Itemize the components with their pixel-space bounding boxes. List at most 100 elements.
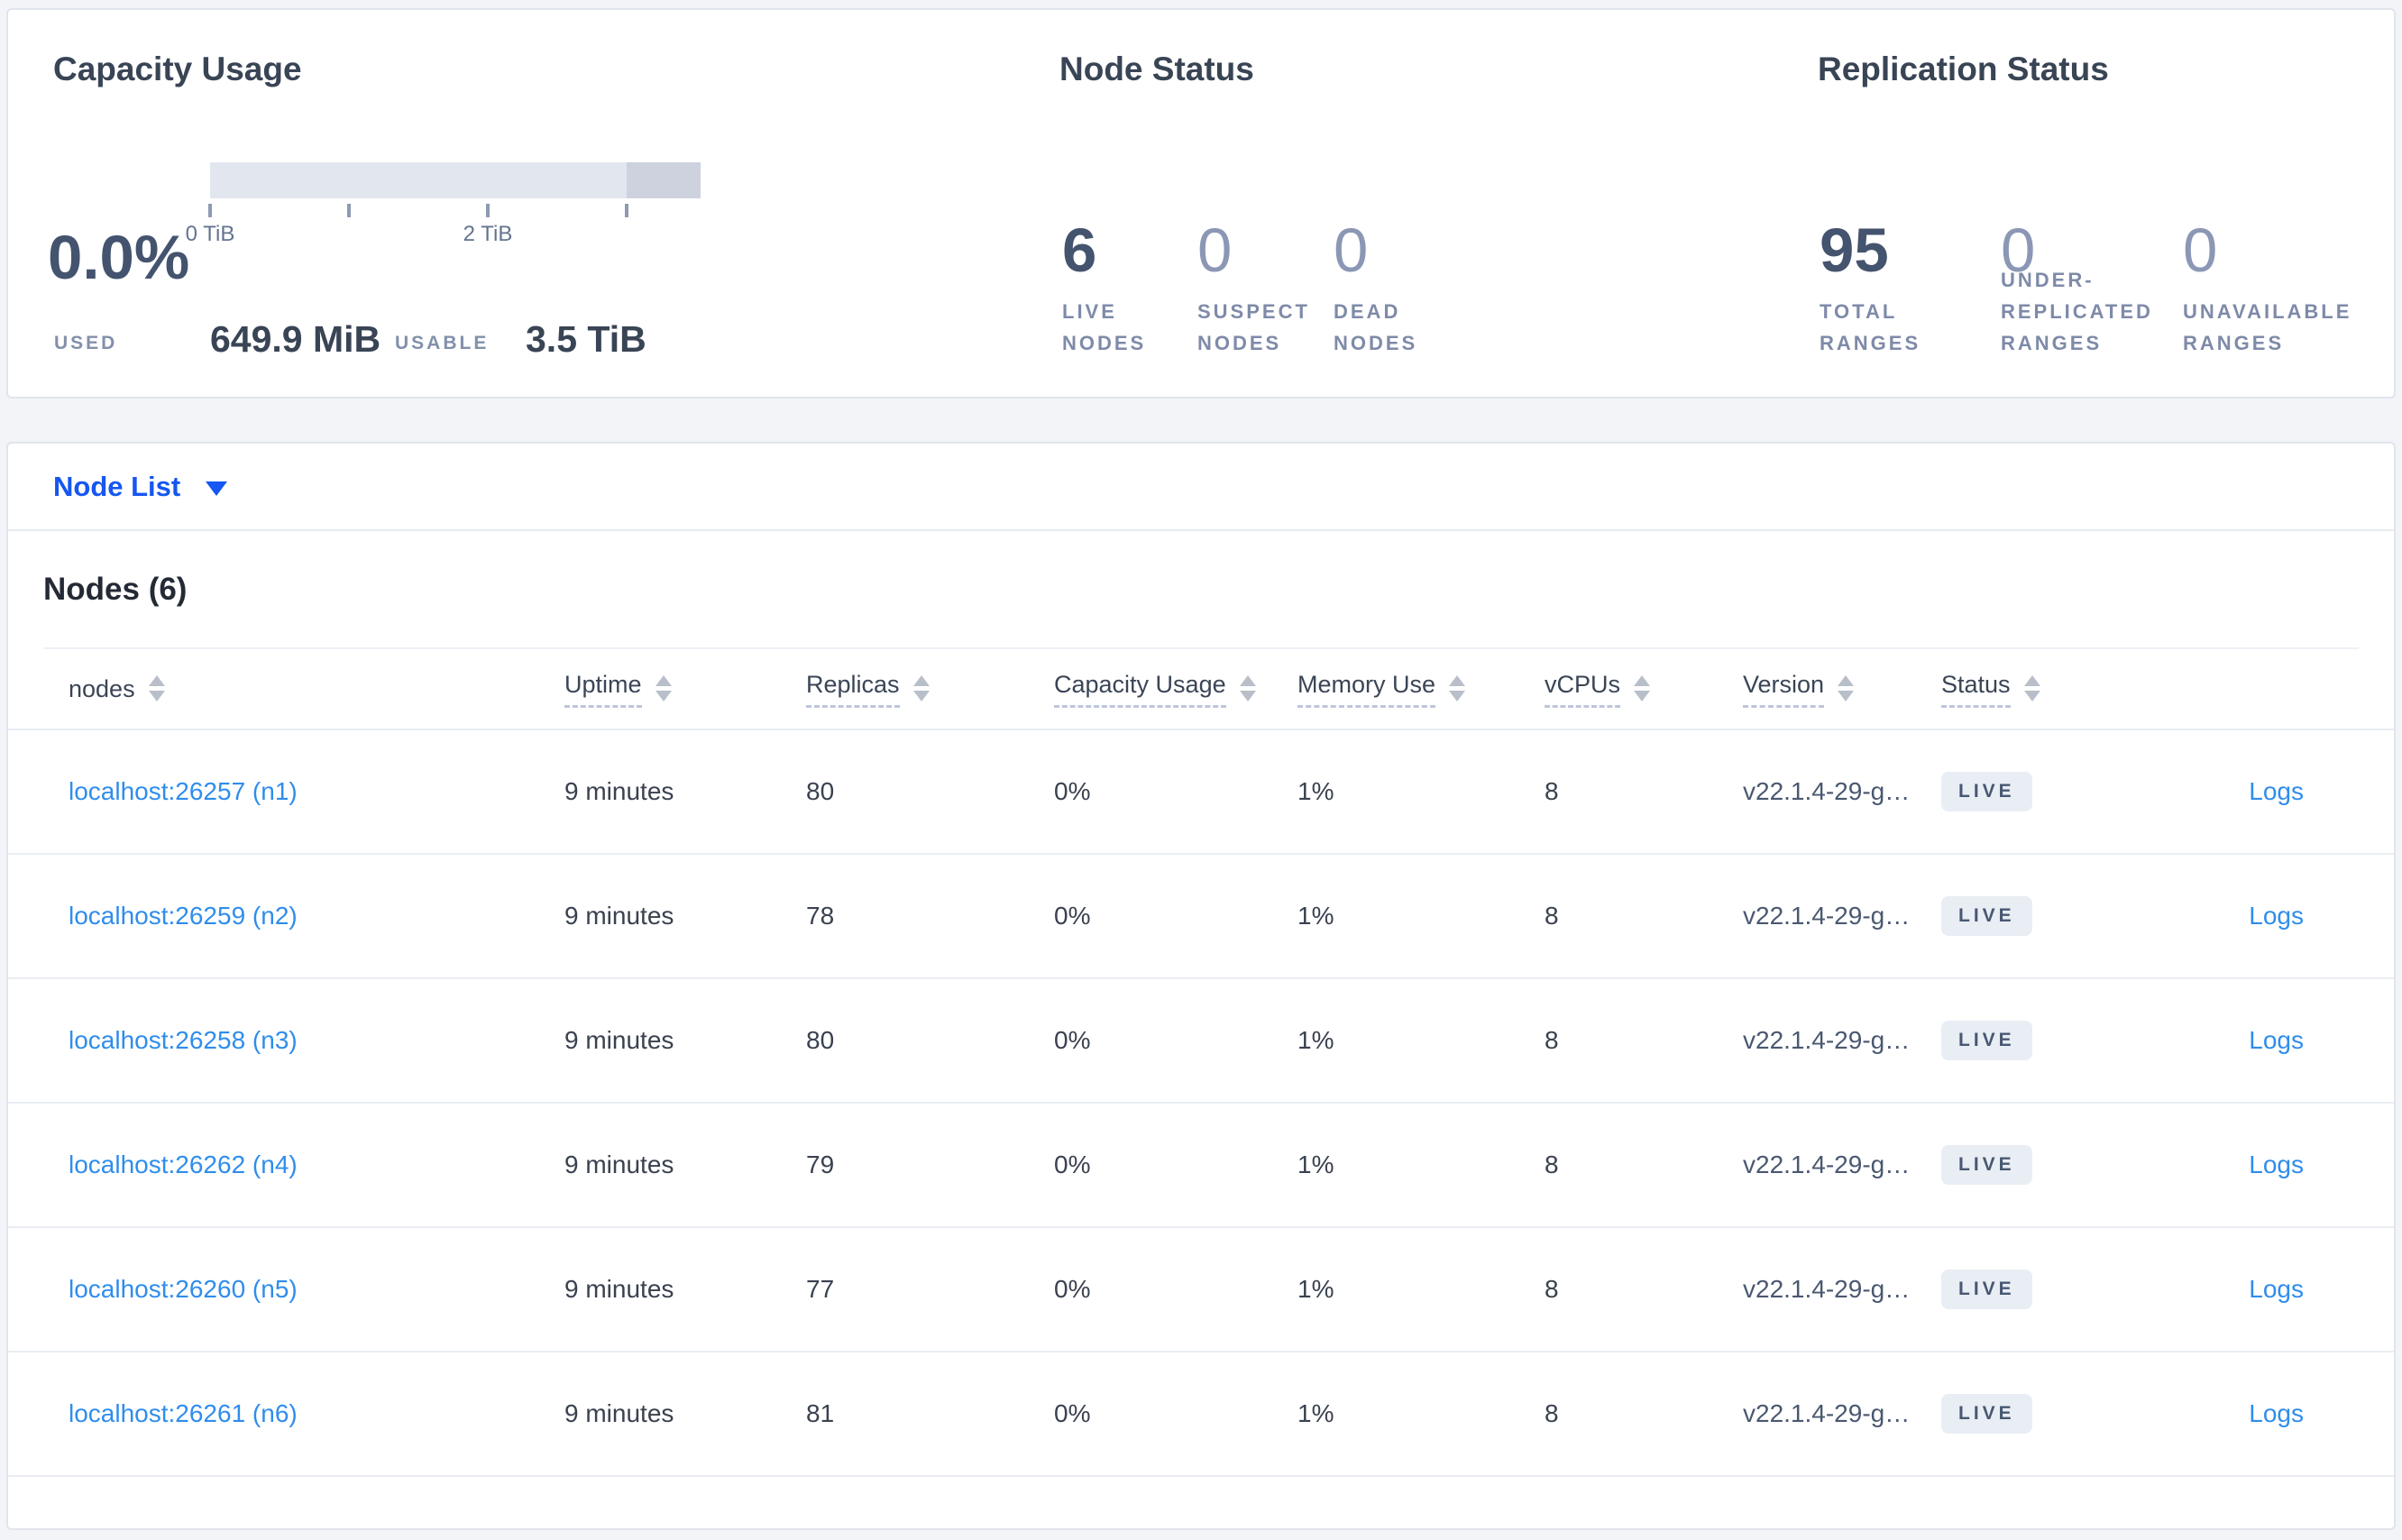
capacity-cell: 0%	[1054, 1150, 1091, 1178]
node-link[interactable]: localhost:26262 (n4)	[69, 1150, 298, 1178]
node-link[interactable]: localhost:26260 (n5)	[69, 1275, 298, 1303]
logs-link[interactable]: Logs	[2249, 1275, 2304, 1303]
replicas-cell: 81	[806, 1399, 835, 1427]
sort-icon	[148, 675, 165, 702]
table-row: localhost:26257 (n1) 9 minutes 80 0% 1% …	[8, 730, 2394, 855]
node-link[interactable]: localhost:26258 (n3)	[69, 1026, 298, 1054]
version-cell: v22.1.4-29-g…	[1743, 1275, 1911, 1303]
dead-nodes-stat: 0 DEAD NODES	[1334, 10, 1478, 400]
replicas-cell: 77	[806, 1275, 835, 1303]
suspect-nodes-label: SUSPECT NODES	[1197, 300, 1310, 354]
column-header-uptime[interactable]: Uptime	[564, 670, 806, 709]
table-row: localhost:26259 (n2) 9 minutes 78 0% 1% …	[8, 855, 2394, 979]
suspect-nodes-value: 0	[1197, 215, 1233, 285]
vcpus-cell: 8	[1545, 902, 1559, 930]
table-row: localhost:26258 (n3) 9 minutes 80 0% 1% …	[8, 979, 2394, 1104]
memory-cell: 1%	[1297, 1026, 1334, 1054]
node-link[interactable]: localhost:26259 (n2)	[69, 902, 298, 930]
vcpus-cell: 8	[1545, 1026, 1559, 1054]
live-nodes-value: 6	[1062, 215, 1097, 285]
sort-icon	[1634, 675, 1651, 702]
capacity-cell: 0%	[1054, 1275, 1091, 1303]
replicas-cell: 79	[806, 1150, 835, 1178]
caret-down-icon	[206, 481, 228, 496]
version-cell: v22.1.4-29-g…	[1743, 1399, 1911, 1427]
column-header-version[interactable]: Version	[1743, 670, 1941, 709]
node-link[interactable]: localhost:26261 (n6)	[69, 1399, 298, 1427]
capacity-usable-value: 3.5 TiB	[526, 318, 646, 360]
capacity-cell: 0%	[1054, 777, 1091, 805]
node-list-card: Node List Nodes (6) nodes Uptime Replica…	[6, 442, 2396, 1530]
capacity-used-percent: 0.0%	[48, 223, 190, 292]
vcpus-cell: 8	[1545, 777, 1559, 805]
memory-cell: 1%	[1297, 777, 1334, 805]
capacity-cell: 0%	[1054, 1399, 1091, 1427]
heading-divider	[43, 647, 2359, 649]
sort-icon	[1838, 675, 1855, 702]
total-ranges-value: 95	[1820, 215, 1889, 285]
node-list-selector[interactable]: Node List	[53, 470, 228, 503]
status-badge: LIVE	[1941, 896, 2032, 936]
replicas-cell: 80	[806, 1026, 835, 1054]
column-header-nodes[interactable]: nodes	[69, 674, 564, 703]
capacity-axis-label-2: 2 TiB	[463, 222, 513, 246]
logs-link[interactable]: Logs	[2249, 1026, 2304, 1054]
sort-icon	[1449, 675, 1466, 702]
table-row: localhost:26261 (n6) 9 minutes 81 0% 1% …	[8, 1352, 2394, 1477]
sort-icon	[912, 675, 930, 702]
under-replicated-ranges-label: UNDER- REPLICATED RANGES	[2001, 269, 2153, 354]
replicas-cell: 80	[806, 777, 835, 805]
logs-link[interactable]: Logs	[2249, 1150, 2304, 1178]
live-nodes-label: LIVE NODES	[1062, 300, 1147, 354]
column-header-vcpus[interactable]: vCPUs	[1545, 670, 1743, 709]
suspect-nodes-stat: 0 SUSPECT NODES	[1197, 10, 1328, 400]
version-cell: v22.1.4-29-g…	[1743, 1150, 1911, 1178]
memory-cell: 1%	[1297, 1275, 1334, 1303]
capacity-axis-tick	[208, 204, 212, 217]
uptime-cell: 9 minutes	[564, 1150, 674, 1178]
status-badge: LIVE	[1941, 1021, 2032, 1060]
node-status-title: Node Status	[1059, 50, 1254, 87]
vcpus-cell: 8	[1545, 1275, 1559, 1303]
status-badge: LIVE	[1941, 772, 2032, 811]
capacity-used-label: USED	[54, 333, 118, 353]
sort-icon	[2023, 675, 2040, 702]
capacity-cell: 0%	[1054, 1026, 1091, 1054]
column-header-status[interactable]: Status	[1941, 670, 2145, 709]
uptime-cell: 9 minutes	[564, 777, 674, 805]
live-nodes-stat: 6 LIVE NODES	[1062, 10, 1193, 400]
logs-link[interactable]: Logs	[2249, 777, 2304, 805]
node-list-selector-label: Node List	[53, 470, 181, 502]
version-cell: v22.1.4-29-g…	[1743, 777, 1911, 805]
replication-status-title: Replication Status	[1818, 50, 2109, 87]
table-heading-row: Nodes (6)	[8, 531, 2394, 647]
capacity-usage-title: Capacity Usage	[53, 50, 302, 87]
dead-nodes-value: 0	[1334, 215, 1369, 285]
table-header-row: nodes Uptime Replicas Capacity Usage Mem…	[8, 649, 2394, 730]
status-badge: LIVE	[1941, 1270, 2032, 1309]
under-replicated-ranges-value: 0	[2001, 215, 2036, 285]
table-row: localhost:26262 (n4) 9 minutes 79 0% 1% …	[8, 1104, 2394, 1228]
unavailable-ranges-label: UNAVAILABLE RANGES	[2183, 300, 2352, 354]
cluster-summary-card: Capacity Usage 0.0% 0 TiB 2 TiB USED 649…	[6, 8, 2396, 399]
logs-link[interactable]: Logs	[2249, 902, 2304, 930]
capacity-axis-tick	[347, 204, 351, 217]
uptime-cell: 9 minutes	[564, 1026, 674, 1054]
version-cell: v22.1.4-29-g…	[1743, 1026, 1911, 1054]
column-header-replicas[interactable]: Replicas	[806, 670, 1054, 709]
unavailable-ranges-value: 0	[2183, 215, 2218, 285]
table-row: localhost:26260 (n5) 9 minutes 77 0% 1% …	[8, 1228, 2394, 1352]
column-header-capacity-usage[interactable]: Capacity Usage	[1054, 670, 1297, 709]
node-link[interactable]: localhost:26257 (n1)	[69, 777, 298, 805]
capacity-used-value: 649.9 MiB	[210, 318, 381, 360]
column-header-memory-use[interactable]: Memory Use	[1297, 670, 1545, 709]
logs-link[interactable]: Logs	[2249, 1399, 2304, 1427]
dead-nodes-label: DEAD NODES	[1334, 300, 1418, 354]
memory-cell: 1%	[1297, 1399, 1334, 1427]
version-cell: v22.1.4-29-g…	[1743, 902, 1911, 930]
capacity-cell: 0%	[1054, 902, 1091, 930]
capacity-bar-segment	[627, 162, 701, 198]
capacity-axis-label-0: 0 TiB	[185, 222, 235, 246]
vcpus-cell: 8	[1545, 1399, 1559, 1427]
